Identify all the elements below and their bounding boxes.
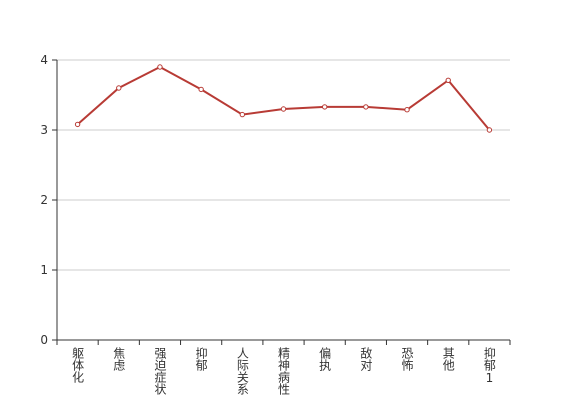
x-tick-label: 躯体化 xyxy=(71,346,85,384)
line xyxy=(76,65,491,131)
x-tick-label: 偏执 xyxy=(318,346,332,372)
y-tick-label: 0 xyxy=(40,333,48,347)
point xyxy=(198,86,204,93)
x-tick-label: 恐怖 xyxy=(400,347,414,371)
point xyxy=(74,121,81,128)
x-tick-label: 人际关系 xyxy=(235,347,249,395)
x-tick-label: 精神病性 xyxy=(277,347,291,396)
x-tick-label: 其他 xyxy=(441,347,455,371)
point xyxy=(445,77,451,84)
y-tick-label: 1 xyxy=(40,263,48,277)
point xyxy=(239,111,246,118)
y-tick-label: 4 xyxy=(40,53,48,67)
point xyxy=(116,85,122,91)
point xyxy=(157,64,163,70)
point xyxy=(486,127,493,133)
point xyxy=(363,104,369,110)
point xyxy=(321,104,328,110)
x-tick-label: 敌对 xyxy=(359,346,373,371)
x-tick-label: 焦虑 xyxy=(112,347,126,371)
x-tick-label: 强迫症状 xyxy=(153,347,167,395)
point xyxy=(280,106,287,112)
point xyxy=(404,107,410,113)
x-tick-label: 抑郁1 xyxy=(482,346,496,385)
y-tick-label: 2 xyxy=(40,193,48,207)
x-tick-label: 抑郁 xyxy=(194,346,208,372)
y-tick-label: 3 xyxy=(40,123,48,137)
